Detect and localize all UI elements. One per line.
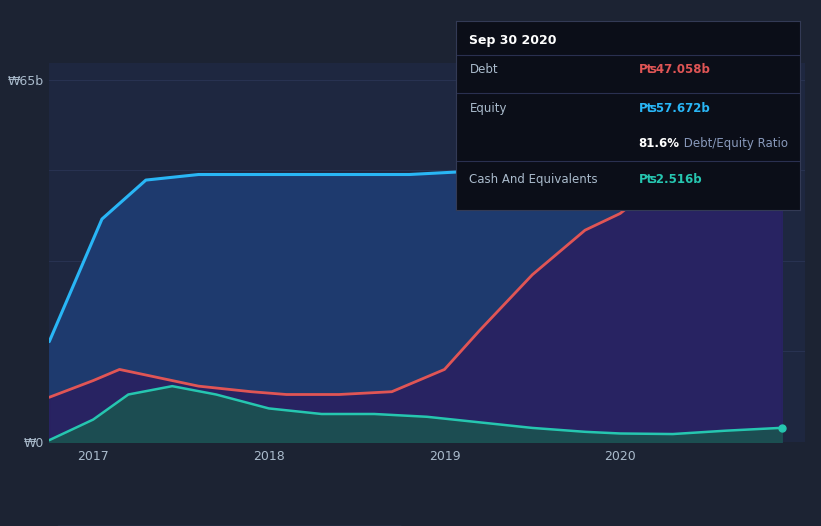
Text: 81.6%: 81.6% [639,137,680,149]
Text: ₧47.058b: ₧47.058b [639,63,710,76]
Text: ₧2.516b: ₧2.516b [639,173,702,186]
Text: Debt: Debt [470,63,498,76]
Text: Debt/Equity Ratio: Debt/Equity Ratio [680,137,788,149]
Text: ₧57.672b: ₧57.672b [639,103,710,116]
Text: Equity: Equity [470,103,507,116]
Text: Sep 30 2020: Sep 30 2020 [470,34,557,47]
Text: Cash And Equivalents: Cash And Equivalents [470,173,598,186]
